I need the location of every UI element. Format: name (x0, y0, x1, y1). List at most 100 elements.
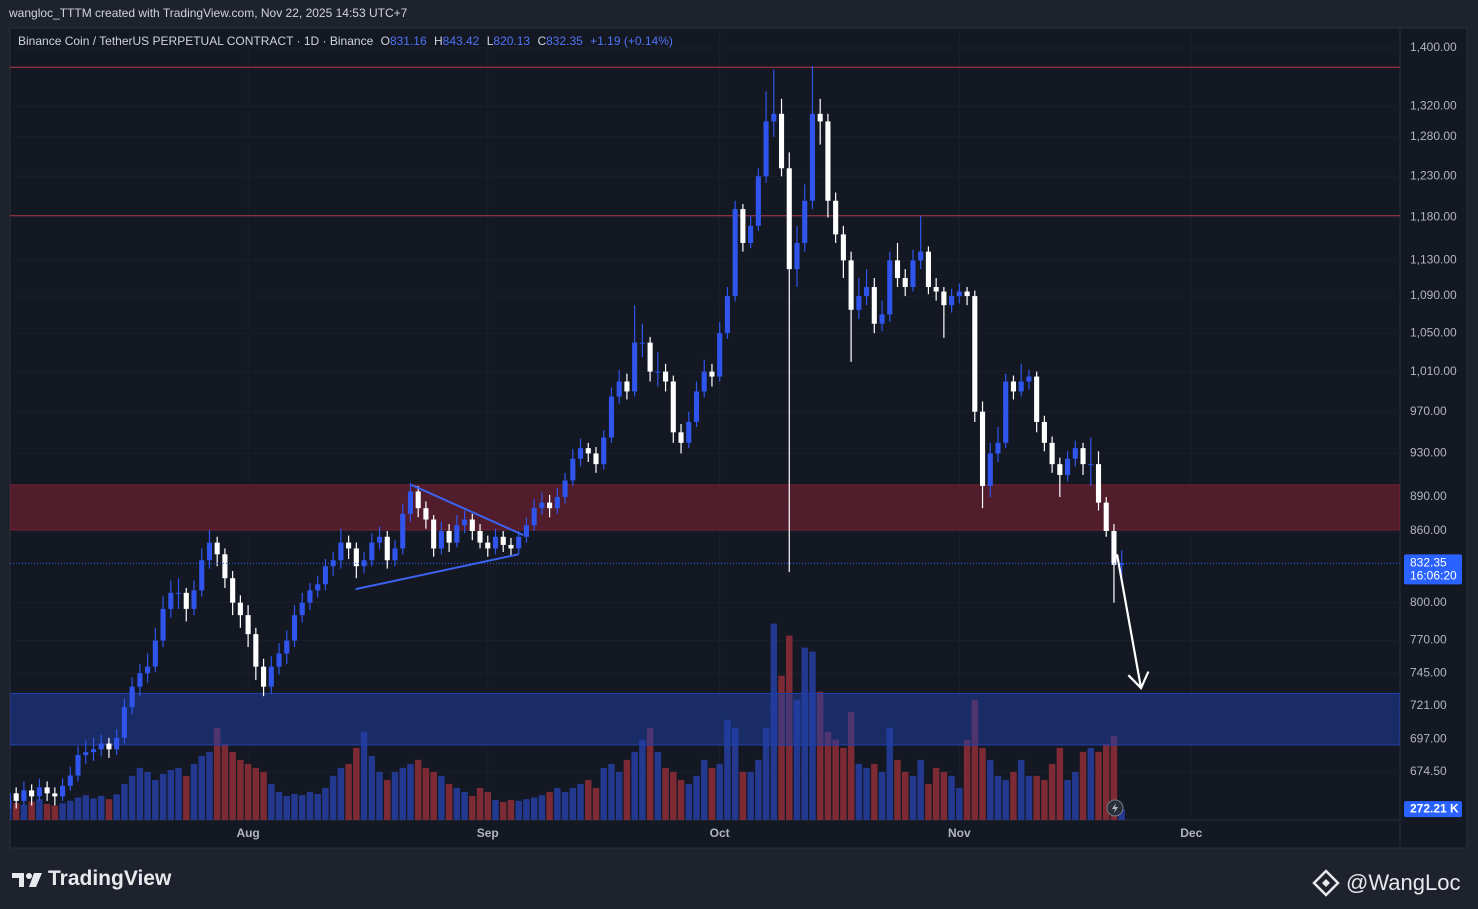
candle-body (871, 287, 877, 324)
volume-bar (747, 771, 754, 820)
volume-bar (1041, 779, 1048, 820)
volume-bar (554, 787, 561, 820)
volume-bar (384, 779, 391, 820)
volume-bar (476, 787, 484, 820)
volume-bar (639, 739, 646, 820)
volume-bar (948, 775, 955, 820)
candle-body (817, 113, 823, 122)
candle-body (972, 296, 978, 412)
candle-body (686, 421, 692, 443)
legend: Binance Coin / TetherUS PERPETUAL CONTRA… (18, 34, 673, 48)
candle-body (253, 634, 259, 667)
volume-bar (461, 791, 468, 820)
volume-bar (646, 727, 654, 820)
candle-body (949, 296, 955, 306)
volume-bar (322, 787, 329, 820)
candle-body (987, 453, 993, 486)
candle-body (214, 542, 220, 555)
volume-bar (275, 791, 283, 820)
volume-bar (175, 767, 182, 820)
candle-body (400, 513, 406, 549)
y-tick-label: 860.00 (1410, 523, 1447, 537)
candle-body (1003, 381, 1009, 443)
volume-bar (755, 759, 762, 820)
candle-body (330, 560, 336, 567)
x-tick-label: Sep (477, 826, 499, 840)
volume-bar (252, 767, 260, 820)
y-tick-label: 674.50 (1410, 764, 1447, 778)
candle-body (979, 411, 986, 486)
volume-bar (932, 767, 940, 820)
candle-body (222, 554, 228, 579)
volume-label: 272.21 K (1410, 801, 1459, 815)
candle-body (338, 542, 344, 561)
candle-body (678, 432, 684, 443)
ohlc-value: 843.42 (442, 34, 480, 48)
volume-bar (213, 727, 221, 820)
candle-body (106, 743, 112, 750)
volume-bar (778, 675, 785, 820)
candle-body (624, 381, 630, 392)
candle-body (724, 296, 730, 334)
author: @WangLoc (1346, 870, 1461, 895)
candle-body (887, 260, 893, 315)
volume-bar (438, 775, 445, 820)
candle-body (346, 542, 352, 549)
volume-bar (577, 783, 584, 820)
volume-bar (1072, 771, 1079, 820)
candle-body (1057, 464, 1063, 475)
brand: TradingView (48, 867, 172, 890)
candle-body (438, 530, 444, 549)
candle-body (384, 536, 390, 561)
volume-bar (399, 767, 406, 820)
candle-body (183, 592, 189, 609)
y-tick-label: 770.00 (1410, 633, 1447, 647)
volume-bar (894, 759, 901, 820)
axes: 1,400.00 1,320.00 1,280.00 1,230.00 1,180.00… (236, 40, 1462, 840)
y-tick-label: 1,280.00 (1410, 129, 1457, 143)
y-tick-label: 1,010.00 (1410, 364, 1457, 378)
candle-body (1018, 381, 1024, 392)
candle-body (693, 391, 700, 422)
change: +1.19 (+0.14%) (590, 34, 673, 48)
candle-body (1095, 464, 1102, 503)
candle-body (1034, 376, 1040, 422)
volume-bar (585, 779, 592, 820)
volume-bar (600, 767, 607, 820)
candle-body (794, 242, 800, 270)
candle-body (90, 749, 97, 753)
candle-body (639, 342, 645, 344)
y-tick-label: 745.00 (1410, 665, 1447, 679)
volume-bar (1110, 735, 1118, 820)
volume-bar (840, 747, 847, 820)
arrow-head (1127, 671, 1150, 690)
volume-bar (724, 719, 731, 820)
volume-bar (82, 795, 90, 820)
trendline (355, 553, 519, 591)
candle-body (663, 371, 669, 382)
candle-body (129, 686, 135, 708)
volume-bar (654, 751, 662, 820)
candle-body (918, 251, 924, 261)
volume-bar (1002, 779, 1009, 820)
volume-bar (1048, 763, 1056, 820)
candle-body (500, 536, 506, 545)
candle-body (802, 200, 808, 243)
candle-body (1119, 563, 1125, 565)
volume-bar (561, 791, 569, 820)
candle-body (160, 608, 166, 641)
candle-body (492, 536, 499, 549)
candle-body (616, 381, 622, 397)
volume-bar (530, 797, 538, 820)
candle-body (376, 536, 383, 543)
volume-bar (716, 763, 723, 820)
volume-bar (260, 771, 267, 820)
zone (10, 484, 1400, 531)
volume-bar (979, 747, 986, 820)
y-tick-label: 1,130.00 (1410, 253, 1457, 267)
candle-body (21, 790, 27, 801)
y-tick-label: 800.00 (1410, 595, 1447, 609)
volume-bar (237, 759, 244, 820)
